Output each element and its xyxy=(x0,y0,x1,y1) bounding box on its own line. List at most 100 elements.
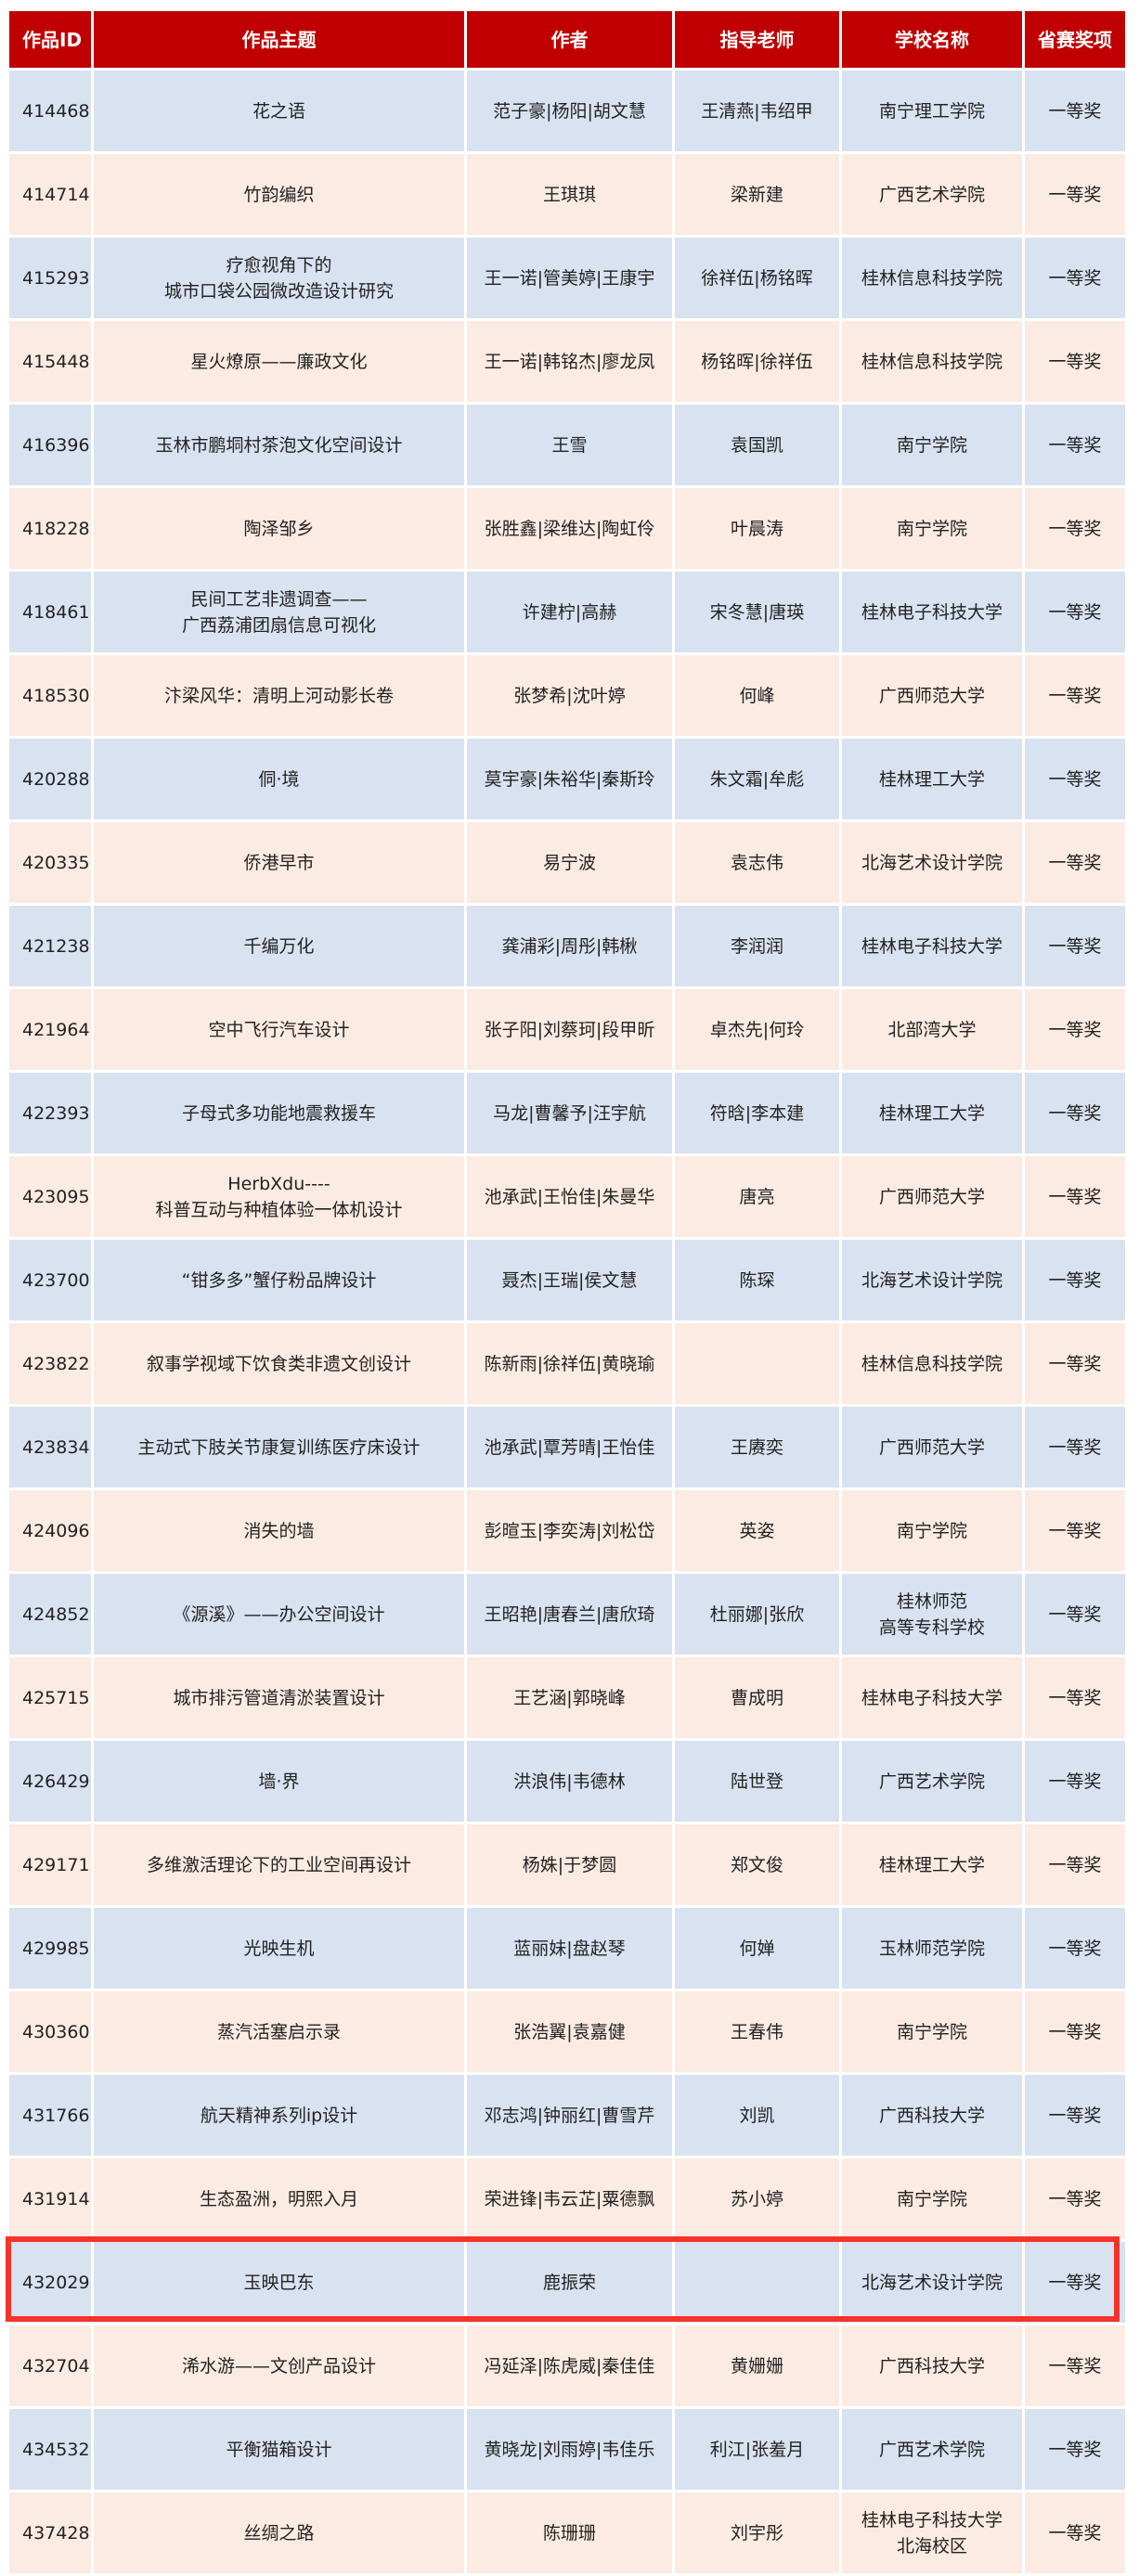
cell-id: 418228 xyxy=(9,488,91,569)
cell-title: 主动式下肢关节康复训练医疗床设计 xyxy=(94,1407,464,1488)
cell-school: 玉林师范学院 xyxy=(842,1908,1022,1989)
cell-school: 桂林电子科技大学 xyxy=(842,906,1022,986)
cell-school: 桂林电子科技大学 xyxy=(842,1657,1022,1738)
cell-award: 一等奖 xyxy=(1025,71,1125,151)
table-row: 415293 疗愈视角下的 城市口袋公园微改造设计研究 王一诺|管美婷|王康宇 徐祥伍… xyxy=(9,238,1128,318)
cell-authors: 张胜鑫|梁维达|陶虹伶 xyxy=(467,488,672,569)
cell-authors: 王一诺|管美婷|王康宇 xyxy=(467,238,672,318)
cell-award: 一等奖 xyxy=(1025,154,1125,235)
cell-authors: 莫宇豪|朱裕华|秦斯玲 xyxy=(467,739,672,819)
cell-school: 桂林信息科技学院 xyxy=(842,321,1022,402)
table-row: 415448 星火燎原——廉政文化 王一诺|韩铭杰|廖龙凤 杨铭晖|徐祥伍 桂林信息科技… xyxy=(9,321,1128,402)
cell-authors: 王艺涵|郭晓峰 xyxy=(467,1657,672,1738)
table-row: 431766 航天精神系列ip设计 邓志鸿|钟丽红|曹雪芹 刘凯 广西科技大学 一等奖 xyxy=(9,2075,1128,2156)
cell-title: 侨港早市 xyxy=(94,822,464,903)
table-row: 414468 花之语 范子豪|杨阳|胡文慧 王清燕|韦绍甲 南宁理工学院 一等奖 xyxy=(9,71,1128,151)
cell-award: 一等奖 xyxy=(1025,572,1125,652)
cell-award: 一等奖 xyxy=(1025,488,1125,569)
cell-award: 一等奖 xyxy=(1025,1991,1125,2072)
cell-id: 421964 xyxy=(9,989,91,1070)
cell-school: 桂林理工大学 xyxy=(842,1824,1022,1905)
cell-authors: 鹿振荣 xyxy=(467,2242,672,2323)
cell-id: 431766 xyxy=(9,2075,91,2156)
cell-advisors: 卓杰先|何玲 xyxy=(675,989,839,1070)
cell-title: 丝绸之路 xyxy=(94,2492,464,2573)
table-row: 423822 叙事学视域下饮食类非遗文创设计 陈新雨|徐祥伍|黄晓瑜 桂林信息科技学院… xyxy=(9,1323,1128,1404)
cell-title: 陶泽邹乡 xyxy=(94,488,464,569)
cell-id: 420288 xyxy=(9,739,91,819)
cell-authors: 池承武|王怡佳|朱曼华 xyxy=(467,1156,672,1237)
cell-school: 桂林理工大学 xyxy=(842,739,1022,819)
table-row: 416396 玉林市鹏垌村茶泡文化空间设计 王雪 袁国凯 南宁学院 一等奖 xyxy=(9,405,1128,485)
cell-id: 415293 xyxy=(9,238,91,318)
cell-title: “钳多多”蟹仔粉品牌设计 xyxy=(94,1240,464,1320)
cell-title: 城市排污管道清淤装置设计 xyxy=(94,1657,464,1738)
cell-id: 424852 xyxy=(9,1574,91,1655)
header-school: 学校名称 xyxy=(842,11,1022,68)
table-row: 418228 陶泽邹乡 张胜鑫|梁维达|陶虹伶 叶晨涛 南宁学院 一等奖 xyxy=(9,488,1128,569)
cell-title: 玉映巴东 xyxy=(94,2242,464,2323)
table-row: 434532 平衡猫箱设计 黄晓龙|刘雨婷|韦佳乐 利江|张羞月 广西艺术学院 一等奖 xyxy=(9,2409,1128,2490)
cell-school: 桂林电子科技大学 北海校区 xyxy=(842,2492,1022,2573)
cell-title: 花之语 xyxy=(94,71,464,151)
cell-id: 423822 xyxy=(9,1323,91,1404)
table-row: 420335 侨港早市 易宁波 袁志伟 北海艺术设计学院 一等奖 xyxy=(9,822,1128,903)
cell-authors: 许建柠|高赫 xyxy=(467,572,672,652)
cell-id: 414714 xyxy=(9,154,91,235)
cell-award: 一等奖 xyxy=(1025,2242,1125,2323)
cell-authors: 马龙|曹馨予|汪宇航 xyxy=(467,1073,672,1153)
table-row: 429171 多维激活理论下的工业空间再设计 杨姝|于梦圆 郑文俊 桂林理工大学 一等奖 xyxy=(9,1824,1128,1905)
cell-advisors: 陈琛 xyxy=(675,1240,839,1320)
cell-id: 420335 xyxy=(9,822,91,903)
cell-title: 消失的墙 xyxy=(94,1490,464,1571)
cell-id: 437428 xyxy=(9,2492,91,2573)
cell-school: 北部湾大学 xyxy=(842,989,1022,1070)
cell-school: 桂林师范 高等专科学校 xyxy=(842,1574,1022,1655)
cell-award: 一等奖 xyxy=(1025,238,1125,318)
cell-advisors: 曹成明 xyxy=(675,1657,839,1738)
cell-award: 一等奖 xyxy=(1025,1741,1125,1822)
table-row: 420288 侗·境 莫宇豪|朱裕华|秦斯玲 朱文霜|牟彪 桂林理工大学 一等奖 xyxy=(9,739,1128,819)
cell-id: 425715 xyxy=(9,1657,91,1738)
cell-advisors: 朱文霜|牟彪 xyxy=(675,739,839,819)
cell-authors: 易宁波 xyxy=(467,822,672,903)
cell-title: 浠水游——文创产品设计 xyxy=(94,2325,464,2406)
cell-award: 一等奖 xyxy=(1025,1240,1125,1320)
cell-award: 一等奖 xyxy=(1025,1657,1125,1738)
cell-title: HerbXdu---- 科普互动与种植体验一体机设计 xyxy=(94,1156,464,1237)
table-row: 423834 主动式下肢关节康复训练医疗床设计 池承武|覃芳晴|王怡佳 王赓奕 广西师范… xyxy=(9,1407,1128,1488)
cell-id: 416396 xyxy=(9,405,91,485)
cell-school: 桂林信息科技学院 xyxy=(842,1323,1022,1404)
cell-award: 一等奖 xyxy=(1025,1323,1125,1404)
cell-advisors: 袁志伟 xyxy=(675,822,839,903)
cell-advisors: 徐祥伍|杨铭晖 xyxy=(675,238,839,318)
table-header-row: 作品ID 作品主题 作者 指导老师 学校名称 省赛奖项 xyxy=(9,11,1128,68)
cell-id: 431914 xyxy=(9,2158,91,2239)
cell-authors: 蓝丽妹|盘赵琴 xyxy=(467,1908,672,1989)
cell-advisors: 唐亮 xyxy=(675,1156,839,1237)
cell-id: 423095 xyxy=(9,1156,91,1237)
cell-title: 空中飞行汽车设计 xyxy=(94,989,464,1070)
cell-id: 415448 xyxy=(9,321,91,402)
cell-title: 生态盈洲，明熙入月 xyxy=(94,2158,464,2239)
cell-advisors: 符晗|李本建 xyxy=(675,1073,839,1153)
cell-school: 广西科技大学 xyxy=(842,2075,1022,2156)
table-row: 425715 城市排污管道清淤装置设计 王艺涵|郭晓峰 曹成明 桂林电子科技大学 一等奖 xyxy=(9,1657,1128,1738)
cell-school: 广西师范大学 xyxy=(842,1156,1022,1237)
cell-id: 418461 xyxy=(9,572,91,652)
table-row: 432704 浠水游——文创产品设计 冯延泽|陈虎威|秦佳佳 黄姗姗 广西科技大学 一等奖 xyxy=(9,2325,1128,2406)
cell-award: 一等奖 xyxy=(1025,1824,1125,1905)
cell-school: 北海艺术设计学院 xyxy=(842,1240,1022,1320)
cell-id: 422393 xyxy=(9,1073,91,1153)
cell-school: 广西师范大学 xyxy=(842,655,1022,736)
cell-school: 南宁学院 xyxy=(842,488,1022,569)
cell-award: 一等奖 xyxy=(1025,1574,1125,1655)
cell-id: 432029 xyxy=(9,2242,91,2323)
table-row: 437428 丝绸之路 陈珊珊 刘宇彤 桂林电子科技大学 北海校区 一等奖 xyxy=(9,2492,1128,2573)
cell-authors: 张子阳|刘蔡珂|段甲昕 xyxy=(467,989,672,1070)
cell-title: 子母式多功能地震救援车 xyxy=(94,1073,464,1153)
cell-id: 426429 xyxy=(9,1741,91,1822)
cell-authors: 陈新雨|徐祥伍|黄晓瑜 xyxy=(467,1323,672,1404)
cell-school: 广西科技大学 xyxy=(842,2325,1022,2406)
cell-authors: 荣进锋|韦云芷|粟德飘 xyxy=(467,2158,672,2239)
